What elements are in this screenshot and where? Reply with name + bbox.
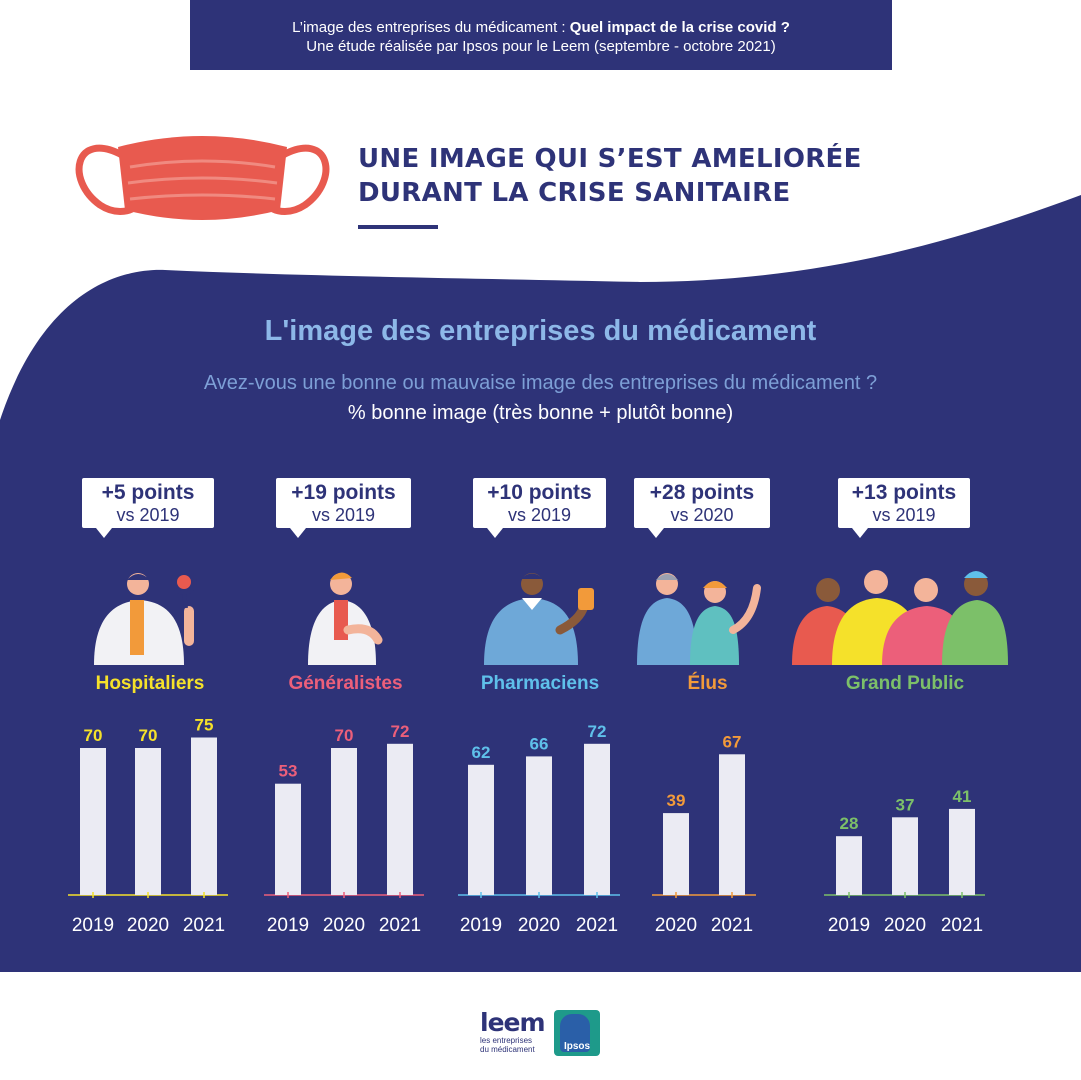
page-headline: UNE IMAGE QUI S’EST AMELIORÉE DURANT LA … [358, 142, 862, 210]
delta-reference: vs 2019 [872, 505, 936, 525]
tick-label: 2020 [518, 915, 560, 936]
delta-reference: vs 2019 [507, 505, 572, 525]
tick-label: 2021 [711, 915, 753, 936]
survey-question: Avez-vous une bonne ou mauvaise image de… [203, 372, 878, 394]
bar [949, 808, 975, 895]
data-label: 70 [139, 726, 158, 745]
delta-points: +28 points [649, 481, 755, 504]
chart-title: L'image des entreprises du médicament [264, 315, 817, 347]
data-label: 53 [279, 762, 298, 781]
data-label: 72 [391, 722, 410, 741]
delta-points: +5 points [101, 481, 195, 504]
header-line-2: Une étude réalisée par Ipsos pour le Lee… [306, 38, 776, 55]
bar [526, 756, 552, 895]
delta-bubble-hospitaliers: +5 points vs 2019 [82, 478, 214, 538]
bar [191, 737, 217, 895]
group-label-grand-public: Grand Public [845, 673, 965, 694]
delta-bubble-pharmaciens: +10 points vs 2019 [473, 478, 606, 538]
delta-points: +10 points [487, 481, 592, 504]
leem-wordmark: leem [480, 1008, 546, 1037]
leem-logo: leem les entreprises du médicament [480, 1008, 546, 1055]
bar [468, 764, 494, 895]
leem-tagline-2: du médicament [480, 1045, 535, 1054]
delta-reference: vs 2020 [670, 505, 734, 525]
tick-label: 2021 [183, 915, 225, 936]
bar [387, 743, 413, 895]
bar [135, 748, 161, 895]
tick-label: 2019 [72, 915, 114, 936]
headline-line-2: DURANT LA CRISE SANITAIRE [358, 178, 791, 208]
ipsos-logo: Ipsos [554, 1010, 600, 1056]
group-label-pharmaciens: Pharmaciens [480, 673, 600, 694]
bar [892, 817, 918, 895]
face-mask-icon [75, 136, 330, 220]
tick-label: 2021 [379, 915, 421, 936]
bar [663, 813, 689, 895]
bar [275, 783, 301, 895]
data-label: 28 [840, 814, 859, 833]
group-label-generalistes: Généralistes [288, 673, 403, 694]
delta-bubble-elus: +28 points vs 2020 [634, 478, 770, 538]
bar [584, 743, 610, 895]
header-prefix: L’image des entreprises du médicament : [292, 19, 570, 36]
data-label: 66 [530, 734, 549, 753]
data-label: 72 [588, 722, 607, 741]
delta-bubble-generalistes: +19 points vs 2019 [276, 478, 411, 538]
general-practitioner-icon [308, 572, 383, 665]
tick-label: 2019 [267, 915, 309, 936]
bar [836, 836, 862, 895]
data-label: 70 [335, 726, 354, 745]
tick-label: 2020 [884, 915, 926, 936]
tick-label: 2019 [460, 915, 502, 936]
general-public-crowd-icon [792, 570, 1008, 665]
delta-points: +19 points [291, 481, 396, 504]
chart-subtitle: % bonne image (très bonne + plutôt bonne… [347, 402, 734, 424]
data-label: 37 [896, 795, 915, 814]
study-header: L’image des entreprises du médicament : … [190, 0, 892, 70]
data-label: 70 [84, 726, 103, 745]
ipsos-wordmark: Ipsos [563, 1041, 591, 1052]
group-label-hospitaliers: Hospitaliers [95, 673, 205, 694]
tick-label: 2020 [127, 915, 169, 936]
headline-line-1: UNE IMAGE QUI S’EST AMELIORÉE [358, 144, 862, 174]
headline-underline [358, 225, 438, 229]
data-label: 39 [667, 791, 686, 810]
doctor-magnifier-icon [94, 570, 197, 665]
data-label: 62 [472, 743, 491, 762]
data-label: 75 [195, 716, 214, 735]
data-label: 67 [723, 732, 742, 751]
tick-label: 2019 [828, 915, 870, 936]
delta-reference: vs 2019 [311, 505, 376, 525]
tick-label: 2020 [323, 915, 365, 936]
delta-reference: vs 2019 [116, 505, 180, 525]
elected-officials-icon [637, 573, 761, 665]
bar [719, 754, 745, 895]
header-bold: Quel impact de la crise covid ? [569, 19, 790, 36]
group-label-elus: Élus [687, 673, 728, 694]
tick-label: 2021 [576, 915, 618, 936]
leem-tagline-1: les entreprises [480, 1036, 533, 1045]
header-line-1: L’image des entreprises du médicament : … [190, 18, 892, 37]
bar [80, 748, 106, 895]
bar [331, 748, 357, 895]
tick-label: 2020 [655, 915, 697, 936]
tick-label: 2021 [941, 915, 983, 936]
pharmacist-icon [484, 573, 594, 665]
delta-bubble-grand-public: +13 points vs 2019 [838, 478, 970, 538]
data-label: 41 [953, 787, 972, 806]
delta-points: +13 points [851, 481, 957, 504]
